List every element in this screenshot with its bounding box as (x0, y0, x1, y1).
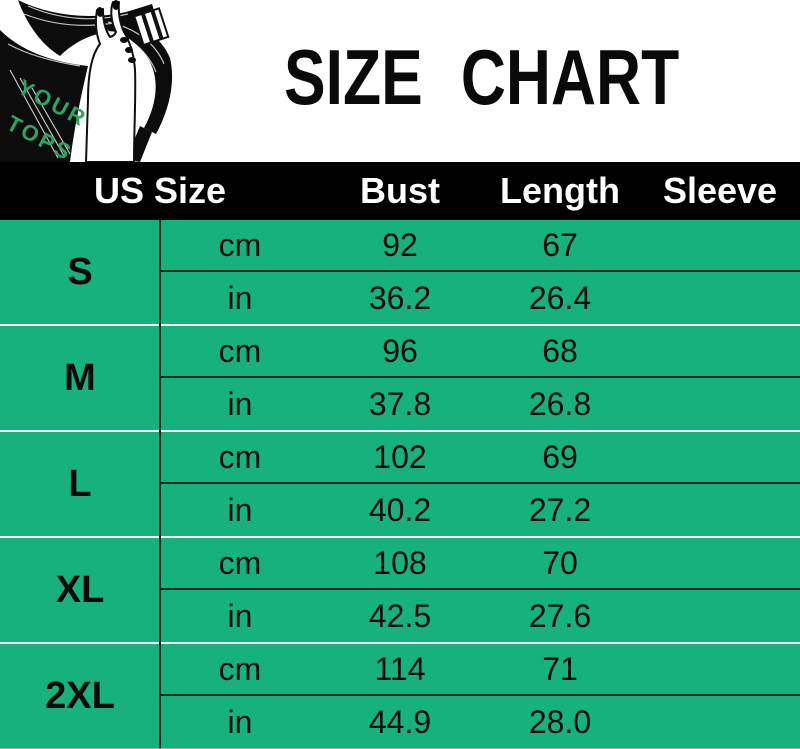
unit-label: cm (218, 332, 262, 369)
bust-value: 102 (373, 438, 427, 475)
size-row-group-l: L cm 102 69 in 40.2 27.2 (0, 432, 800, 536)
table-header-bar: US Size Bust Length Sleeve (0, 162, 800, 220)
unit-label: cm (218, 650, 262, 687)
length-value: 70 (542, 544, 578, 581)
cm-subrow: cm 102 69 (160, 432, 800, 484)
bust-value: 42.5 (368, 597, 432, 634)
unit-label: in (227, 385, 253, 422)
sleeve-value (640, 644, 800, 694)
bust-value: 96 (382, 332, 418, 369)
bust-value: 44.9 (368, 703, 432, 740)
fingernails (96, 0, 136, 63)
sleeve-value (640, 538, 800, 588)
striped-collar (133, 7, 170, 47)
size-row-group-m: M cm 96 68 in 37.8 26.8 (0, 326, 800, 430)
cm-subrow: cm 92 67 (160, 220, 800, 272)
cm-subrow: cm 114 71 (160, 644, 800, 696)
size-row-group-s: S cm 92 67 in 36.2 26.4 (0, 220, 800, 324)
in-subrow: in 40.2 27.2 (160, 484, 800, 536)
cm-subrow: cm 96 68 (160, 326, 800, 378)
bust-value: 114 (374, 650, 426, 687)
sleeve-value (640, 484, 800, 536)
page-title: SIZE CHART (284, 33, 680, 121)
sleeve-value (640, 432, 800, 482)
unit-label: cm (218, 226, 262, 263)
bust-value: 40.2 (368, 491, 432, 528)
header-us-size: US Size (93, 170, 227, 211)
header-length: Length (500, 170, 620, 211)
sleeve-value (640, 272, 800, 324)
size-label: S (67, 250, 93, 293)
size-table: S cm 92 67 in 36.2 26.4 M cm 96 68 (0, 220, 800, 749)
unit-label: in (227, 703, 253, 740)
length-value: 27.6 (528, 597, 592, 634)
header-sleeve: Sleeve (662, 170, 778, 211)
bust-value: 108 (373, 544, 427, 581)
header-bust: Bust (360, 170, 440, 211)
sleeve-value (640, 378, 800, 430)
sleeve-value (640, 326, 800, 376)
column-divider-line (159, 220, 161, 748)
bust-value: 37.8 (368, 385, 432, 422)
size-row-group-2xl: 2XL cm 114 71 in 44.9 28.0 (0, 644, 800, 748)
bust-value: 36.2 (368, 279, 432, 316)
length-value: 26.4 (528, 279, 592, 316)
sleeve-value (640, 696, 800, 748)
unit-label: in (227, 279, 253, 316)
length-value: 28.0 (528, 703, 592, 740)
bust-value: 92 (382, 226, 418, 263)
length-value: 71 (542, 650, 578, 687)
cm-subrow: cm 108 70 (160, 538, 800, 590)
hair-right-flow (96, 16, 173, 134)
in-subrow: in 36.2 26.4 (160, 272, 800, 324)
size-label: XL (55, 568, 105, 611)
length-value: 67 (542, 226, 578, 263)
length-value: 27.2 (528, 491, 592, 528)
in-subrow: in 44.9 28.0 (160, 696, 800, 748)
size-label: 2XL (45, 674, 115, 717)
length-value: 69 (542, 438, 578, 475)
in-subrow: in 42.5 27.6 (160, 590, 800, 642)
in-subrow: in 37.8 26.8 (160, 378, 800, 430)
unit-label: in (227, 597, 253, 634)
size-label: M (64, 356, 96, 399)
sleeve-value (640, 220, 800, 270)
size-label: L (68, 462, 92, 505)
sleeve-value (640, 590, 800, 642)
woman-hair-illustration: YOUR TOPS (0, 0, 173, 162)
length-value: 26.8 (528, 385, 592, 422)
unit-label: cm (218, 544, 262, 581)
hero-section: YOUR TOPS SIZE CHART (0, 0, 800, 162)
unit-label: cm (218, 438, 262, 475)
length-value: 68 (542, 332, 578, 369)
size-row-group-xl: XL cm 108 70 in 42.5 27.6 (0, 538, 800, 642)
unit-label: in (227, 491, 253, 528)
